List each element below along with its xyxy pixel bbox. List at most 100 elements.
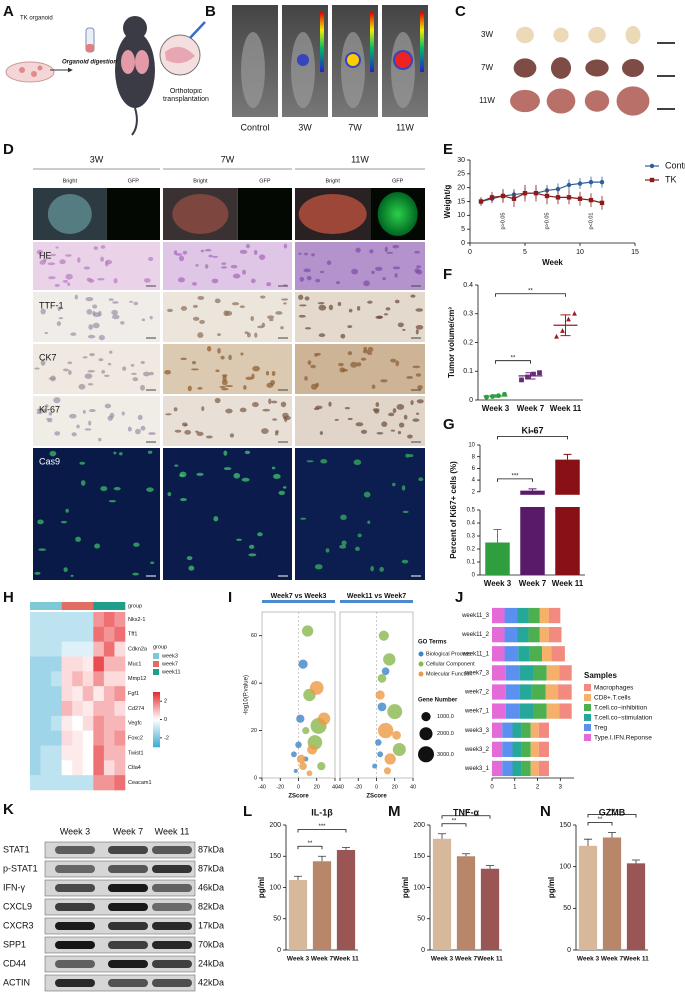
- significance-label: **: [528, 288, 533, 294]
- x-axis-label: Week: [542, 258, 563, 267]
- bubble: [377, 674, 387, 683]
- error-bar: [342, 847, 350, 850]
- cell-texture: [385, 307, 391, 311]
- heat-cell: [61, 612, 73, 628]
- y-tick-label: 0: [277, 947, 281, 954]
- cell-texture: [334, 418, 339, 421]
- row-label: Foxc2: [128, 736, 143, 742]
- y-tick-label: 0.2: [463, 339, 473, 346]
- cell-texture: [205, 435, 213, 439]
- legend-label: Type.I.IFN.Reponse: [594, 735, 652, 742]
- cell-texture: [192, 361, 196, 365]
- blot-band: [55, 846, 95, 854]
- colorbar-step: [153, 703, 160, 707]
- cell-texture: [319, 431, 324, 435]
- c-row-label: 7W: [481, 63, 493, 72]
- k-protein-label: ACTIN: [3, 977, 30, 987]
- legend-dot: [418, 671, 424, 677]
- cell-texture: [195, 264, 199, 267]
- heat-cell: [51, 775, 62, 791]
- heat-cell: [93, 612, 105, 628]
- cell-texture: [48, 411, 53, 416]
- heat-cell: [114, 760, 126, 776]
- cell-texture: [278, 490, 286, 495]
- cell-texture: [140, 384, 145, 391]
- cell-texture: [97, 277, 105, 281]
- cell-texture: [112, 301, 119, 304]
- cell-texture: [398, 422, 405, 428]
- cell-texture: [386, 251, 394, 254]
- k-size-label: 42kDa: [198, 977, 224, 987]
- data-point: [478, 199, 484, 204]
- cell-texture: [369, 249, 374, 254]
- bar-segment: [546, 665, 560, 681]
- cell-texture: [258, 254, 266, 261]
- cell-texture: [148, 257, 154, 261]
- cell-texture: [269, 318, 274, 322]
- cell-texture: [314, 564, 323, 570]
- x-axis-label: ZScore: [366, 794, 387, 800]
- group-cell: [82, 602, 94, 610]
- cell-texture: [36, 411, 43, 415]
- cell-texture: [60, 520, 68, 524]
- legend-label: Biological Process: [426, 651, 471, 657]
- cell-texture: [44, 331, 48, 335]
- cell-texture: [228, 354, 232, 361]
- histology-image: [33, 396, 160, 446]
- colorbar-step: [153, 742, 160, 746]
- cell-texture: [201, 406, 205, 411]
- bubble: [384, 753, 396, 765]
- k-size-label: 70kDa: [198, 939, 224, 949]
- legend-swatch: [153, 661, 159, 667]
- y-tick-label: 10: [457, 212, 465, 219]
- heat-cell: [114, 641, 126, 657]
- cell-texture: [298, 252, 302, 255]
- bar-segment: [530, 722, 539, 738]
- cell-texture: [351, 268, 359, 275]
- annotation: p>0.05: [500, 213, 506, 230]
- y-tick-label: 150: [559, 822, 571, 829]
- d-row-label: Cas9: [39, 456, 60, 466]
- heat-cell: [30, 730, 41, 746]
- bar-segment: [492, 722, 503, 738]
- cell-texture: [44, 404, 49, 408]
- cell-texture: [318, 333, 326, 338]
- heat-cell: [82, 745, 94, 761]
- colorbar-step: [153, 721, 160, 725]
- cell-texture: [392, 266, 401, 270]
- data-point: [554, 333, 559, 339]
- panel-label: H: [3, 589, 14, 606]
- heat-cell: [51, 745, 62, 761]
- annotation: p<0.01: [588, 213, 594, 230]
- cell-texture: [146, 487, 154, 492]
- heat-cell: [114, 730, 126, 746]
- bar-segment: [492, 760, 503, 777]
- cell-texture: [93, 246, 98, 251]
- row-label: Twist1: [128, 750, 144, 756]
- cell-texture: [89, 352, 95, 357]
- bubble: [307, 744, 318, 755]
- y-tick-label: 50: [417, 916, 425, 923]
- heat-cell: [114, 671, 126, 687]
- cell-texture: [65, 254, 72, 257]
- x-tick-label: 0: [375, 784, 378, 790]
- data-point: [566, 182, 572, 188]
- cell-texture: [87, 370, 96, 373]
- k-protein-label: CD44: [3, 958, 26, 968]
- cell-texture: [101, 370, 106, 374]
- heat-cell: [40, 686, 52, 702]
- heat-cell: [103, 701, 115, 717]
- cell-texture: [407, 434, 413, 439]
- error-bar: [563, 453, 572, 460]
- x-tick-label: 0: [468, 249, 472, 256]
- cell-texture: [188, 565, 195, 571]
- cell-texture: [75, 536, 81, 542]
- cell-texture: [50, 253, 56, 257]
- b-label: 7W: [348, 122, 362, 132]
- signal-inner: [395, 52, 411, 68]
- d-row-label: TTF-1: [39, 300, 64, 310]
- heat-cell: [114, 612, 126, 628]
- heat-cell: [61, 775, 73, 791]
- bar-segment: [492, 684, 506, 700]
- cell-texture: [397, 322, 404, 328]
